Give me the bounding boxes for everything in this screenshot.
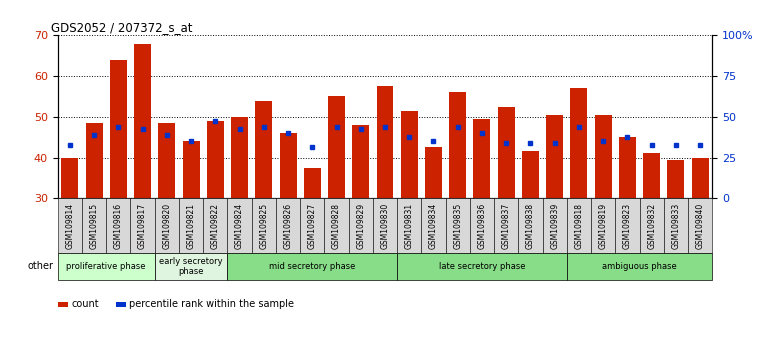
Bar [304,168,321,198]
Bar [353,125,370,198]
Text: GSM109818: GSM109818 [574,203,584,249]
Text: ▶: ▶ [59,261,66,272]
Text: GSM109831: GSM109831 [405,202,413,249]
Bar [522,152,539,198]
Bar [619,137,636,198]
Text: GSM109840: GSM109840 [695,202,705,249]
Bar [546,115,563,198]
Bar [474,119,490,198]
Text: GSM109829: GSM109829 [357,202,365,249]
Text: GSM109822: GSM109822 [211,203,219,249]
Text: GSM109836: GSM109836 [477,202,487,249]
Text: GSM109823: GSM109823 [623,202,632,249]
Text: GSM109825: GSM109825 [259,202,268,249]
Bar [182,141,199,198]
Bar [643,154,660,198]
Text: GSM109833: GSM109833 [671,202,681,249]
Bar [691,158,708,198]
Text: GSM109827: GSM109827 [308,202,316,249]
Text: GDS2052 / 207372_s_at: GDS2052 / 207372_s_at [51,21,192,34]
Text: mid secretory phase: mid secretory phase [269,262,356,271]
Text: GSM109837: GSM109837 [502,202,511,249]
Bar [134,44,151,198]
Bar [497,107,514,198]
Text: GSM109834: GSM109834 [429,202,438,249]
Bar [62,158,79,198]
Bar [594,115,611,198]
Bar [207,121,224,198]
Text: ambiguous phase: ambiguous phase [602,262,677,271]
Text: count: count [72,299,99,309]
Text: GSM109830: GSM109830 [380,202,390,249]
Bar [571,88,588,198]
Bar [85,123,102,198]
Bar [449,92,466,198]
Text: other: other [28,261,54,272]
Text: GSM109824: GSM109824 [235,202,244,249]
Text: GSM109816: GSM109816 [114,202,123,249]
Bar [668,160,685,198]
Text: GSM109835: GSM109835 [454,202,462,249]
Text: GSM109815: GSM109815 [89,202,99,249]
Text: GSM109839: GSM109839 [551,202,559,249]
Text: GSM109819: GSM109819 [598,202,608,249]
Bar [110,60,127,198]
Text: proliferative phase: proliferative phase [66,262,146,271]
Text: GSM109820: GSM109820 [162,202,172,249]
Text: early secretory
phase: early secretory phase [159,257,223,276]
Text: GSM109814: GSM109814 [65,202,75,249]
Bar [328,96,345,198]
Bar [400,111,417,198]
Bar [280,133,296,198]
Text: late secretory phase: late secretory phase [439,262,525,271]
Text: GSM109832: GSM109832 [647,202,656,249]
Bar [231,117,248,198]
Bar [159,123,176,198]
Bar [377,86,393,198]
Text: GSM109838: GSM109838 [526,202,535,249]
Text: GSM109826: GSM109826 [283,202,293,249]
Text: percentile rank within the sample: percentile rank within the sample [129,299,294,309]
Bar [425,147,442,198]
Bar [256,101,273,198]
Text: GSM109821: GSM109821 [186,203,196,249]
Text: GSM109828: GSM109828 [332,203,341,249]
Text: GSM109817: GSM109817 [138,202,147,249]
